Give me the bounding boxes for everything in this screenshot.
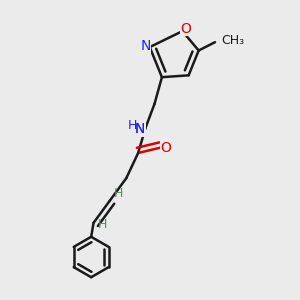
Text: N: N xyxy=(135,122,146,136)
Text: H: H xyxy=(114,187,124,200)
Text: N: N xyxy=(135,122,146,136)
Text: CH₃: CH₃ xyxy=(221,34,245,47)
Text: H: H xyxy=(98,218,107,231)
Text: H: H xyxy=(128,119,137,132)
Text: O: O xyxy=(181,22,191,36)
Text: N: N xyxy=(140,39,151,53)
Text: O: O xyxy=(160,141,171,154)
